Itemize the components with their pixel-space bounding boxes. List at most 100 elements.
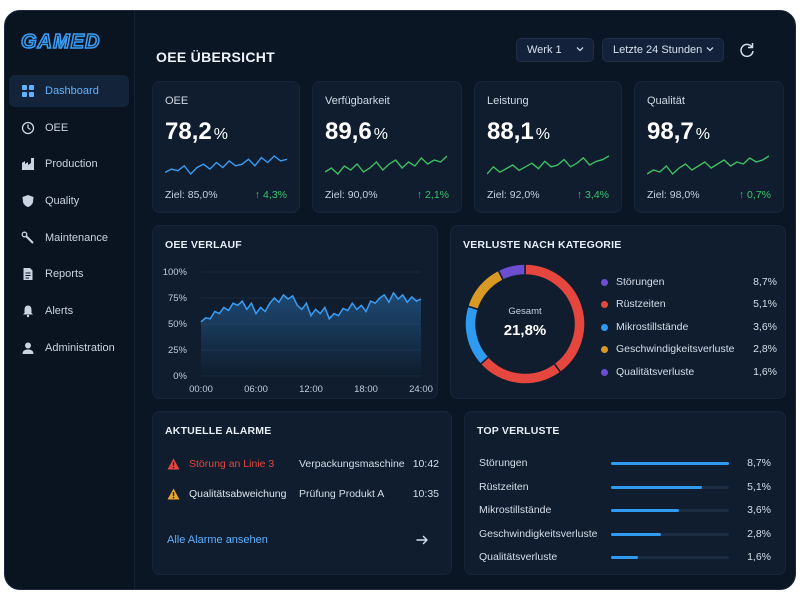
kpi-trend: ↑ 4,3% <box>254 189 287 201</box>
top-loss-item: Rüstzeiten 5,1% <box>479 481 771 495</box>
oee-trend-card: OEE VERLAUF 100% 75% 50% 25% 0% 00:00 06:00 12:… <box>152 225 438 399</box>
kpi-trend: ↑ 3,4% <box>576 189 609 201</box>
x-tick-label: 12:00 <box>299 384 323 395</box>
sidebar-item-label: Alerts <box>45 305 74 318</box>
alarm-source: Verpackungsmaschine <box>299 458 405 470</box>
top-loss-bar <box>611 556 639 559</box>
kpi-value: 89,6% <box>325 118 388 146</box>
kpi-card-availability[interactable]: Verfügbarkeit 89,6% Ziel: 90,0% ↑ 2,1% <box>312 81 462 213</box>
top-loss-item: Qualitätsverluste 1,6% <box>479 551 771 565</box>
x-tick-label: 24:00 <box>409 384 433 395</box>
kpi-goal: Ziel: 98,0% <box>647 189 700 201</box>
top-loss-value: 1,6% <box>747 551 771 563</box>
alarms-card: AKTUELLE ALARME Störung an Linie 3 Verpa… <box>152 411 452 575</box>
refresh-icon[interactable] <box>738 41 756 59</box>
sidebar-item-dashboard[interactable]: Dashboard <box>9 75 129 107</box>
donut-center-value: 21,8% <box>503 322 547 339</box>
losses-by-category-card: VERLUSTE NACH KATEGORIE Gesamt 21,8% Stö… <box>450 225 786 399</box>
sidebar-item-reports[interactable]: Reports <box>9 258 129 290</box>
arrow-right-icon[interactable] <box>415 533 429 547</box>
top-loss-bar-track <box>611 462 729 465</box>
kpi-title: Leistung <box>487 95 529 107</box>
losses-donut-chart <box>464 263 586 385</box>
sidebar-item-label: Production <box>45 158 98 171</box>
legend-dot <box>601 369 608 376</box>
alarm-item[interactable]: Störung an Linie 3 Verpackungsmaschine 1… <box>167 458 439 474</box>
top-loss-bar <box>611 509 680 512</box>
kpi-card-oee[interactable]: OEE 78,2% Ziel: 85,0% ↑ 4,3% <box>152 81 300 213</box>
chevron-down-icon <box>576 47 584 52</box>
legend-item: Mikrostillstände 3,6% <box>601 321 777 335</box>
kpi-value: 78,2% <box>165 118 228 146</box>
x-tick-label: 00:00 <box>189 384 213 395</box>
sidebar: GAMED Dashboard OEE Production <box>5 11 135 589</box>
top-loss-value: 8,7% <box>747 457 771 469</box>
section-title: OEE VERLAUF <box>165 239 242 251</box>
kpi-trend: ↑ 0,7% <box>738 189 771 201</box>
sidebar-item-label: Maintenance <box>45 231 108 244</box>
factory-icon <box>22 158 34 171</box>
top-loss-label: Geschwindigkeitsverluste <box>479 528 598 540</box>
legend-value: 5,1% <box>753 298 777 310</box>
sidebar-nav: Dashboard OEE Production Quality <box>9 75 129 369</box>
section-title: TOP VERLUSTE <box>477 425 560 437</box>
x-tick-label: 18:00 <box>354 384 378 395</box>
sidebar-item-label: Reports <box>45 268 84 281</box>
y-tick-label: 100% <box>163 267 188 278</box>
donut-slice <box>497 263 526 282</box>
plant-select[interactable]: Werk 1 <box>516 38 594 62</box>
legend-dot <box>601 346 608 353</box>
kpi-unit: % <box>373 126 388 143</box>
oee-area <box>201 292 421 376</box>
page-title: OEE ÜBERSICHT <box>156 49 276 65</box>
kpi-sparkline <box>165 155 287 176</box>
top-loss-bar-track <box>611 486 729 489</box>
sidebar-item-quality[interactable]: Quality <box>9 185 129 217</box>
donut-slice <box>464 305 490 366</box>
kpi-trend: ↑ 2,1% <box>416 189 449 201</box>
legend-value: 8,7% <box>753 276 777 288</box>
sidebar-item-label: Quality <box>45 195 80 208</box>
main-content: OEE ÜBERSICHT Werk 1 Letzte 24 Stunden O… <box>136 11 795 589</box>
top-loss-item: Mikrostillstände 3,6% <box>479 504 771 518</box>
legend-label: Störungen <box>616 276 665 288</box>
sidebar-item-oee[interactable]: OEE <box>9 112 129 144</box>
sidebar-item-maintenance[interactable]: Maintenance <box>9 222 129 254</box>
kpi-sparkline <box>647 155 769 176</box>
top-loss-value: 3,6% <box>747 504 771 516</box>
alarm-name: Störung an Linie 3 <box>189 458 275 470</box>
sidebar-item-label: Dashboard <box>45 85 99 97</box>
view-all-alarms-link[interactable]: Alle Alarme ansehen <box>167 534 268 546</box>
shield-icon <box>22 195 34 208</box>
kpi-number: 98,7 <box>647 118 694 145</box>
legend-item: Qualitätsverluste 1,6% <box>601 366 777 380</box>
kpi-goal: Ziel: 92,0% <box>487 189 540 201</box>
legend-item: Störungen 8,7% <box>601 276 777 290</box>
sidebar-item-administration[interactable]: Administration <box>9 332 129 364</box>
alarm-item[interactable]: Qualitätsabweichung Prüfung Produkt A 10… <box>167 488 439 504</box>
dashboard-icon <box>22 85 34 97</box>
kpi-value: 98,7% <box>647 118 710 146</box>
period-select-value: Letzte 24 Stunden <box>613 44 703 56</box>
app-window: GAMED Dashboard OEE Production <box>4 10 796 590</box>
chevron-down-icon <box>706 47 714 52</box>
legend-label: Geschwindigkeitsverluste <box>616 343 735 355</box>
top-loss-label: Störungen <box>479 457 528 469</box>
kpi-number: 88,1 <box>487 118 534 145</box>
kpi-value: 88,1% <box>487 118 550 146</box>
top-loss-label: Mikrostillstände <box>479 504 552 516</box>
legend-item: Geschwindigkeitsverluste 2,8% <box>601 343 777 357</box>
period-select[interactable]: Letzte 24 Stunden <box>602 38 724 62</box>
kpi-card-quality[interactable]: Qualität 98,7% Ziel: 98,0% ↑ 0,7% <box>634 81 784 213</box>
kpi-unit: % <box>213 126 228 143</box>
donut-slice <box>479 355 562 385</box>
kpi-card-performance[interactable]: Leistung 88,1% Ziel: 92,0% ↑ 3,4% <box>474 81 622 213</box>
legend-dot <box>601 324 608 331</box>
sparkline-path <box>647 155 769 176</box>
sidebar-item-alerts[interactable]: Alerts <box>9 295 129 327</box>
donut-slice <box>524 263 586 374</box>
warning-icon <box>167 458 180 470</box>
brand-logo: GAMED <box>21 30 100 53</box>
sidebar-item-production[interactable]: Production <box>9 148 129 180</box>
sidebar-item-label: Administration <box>45 341 115 354</box>
